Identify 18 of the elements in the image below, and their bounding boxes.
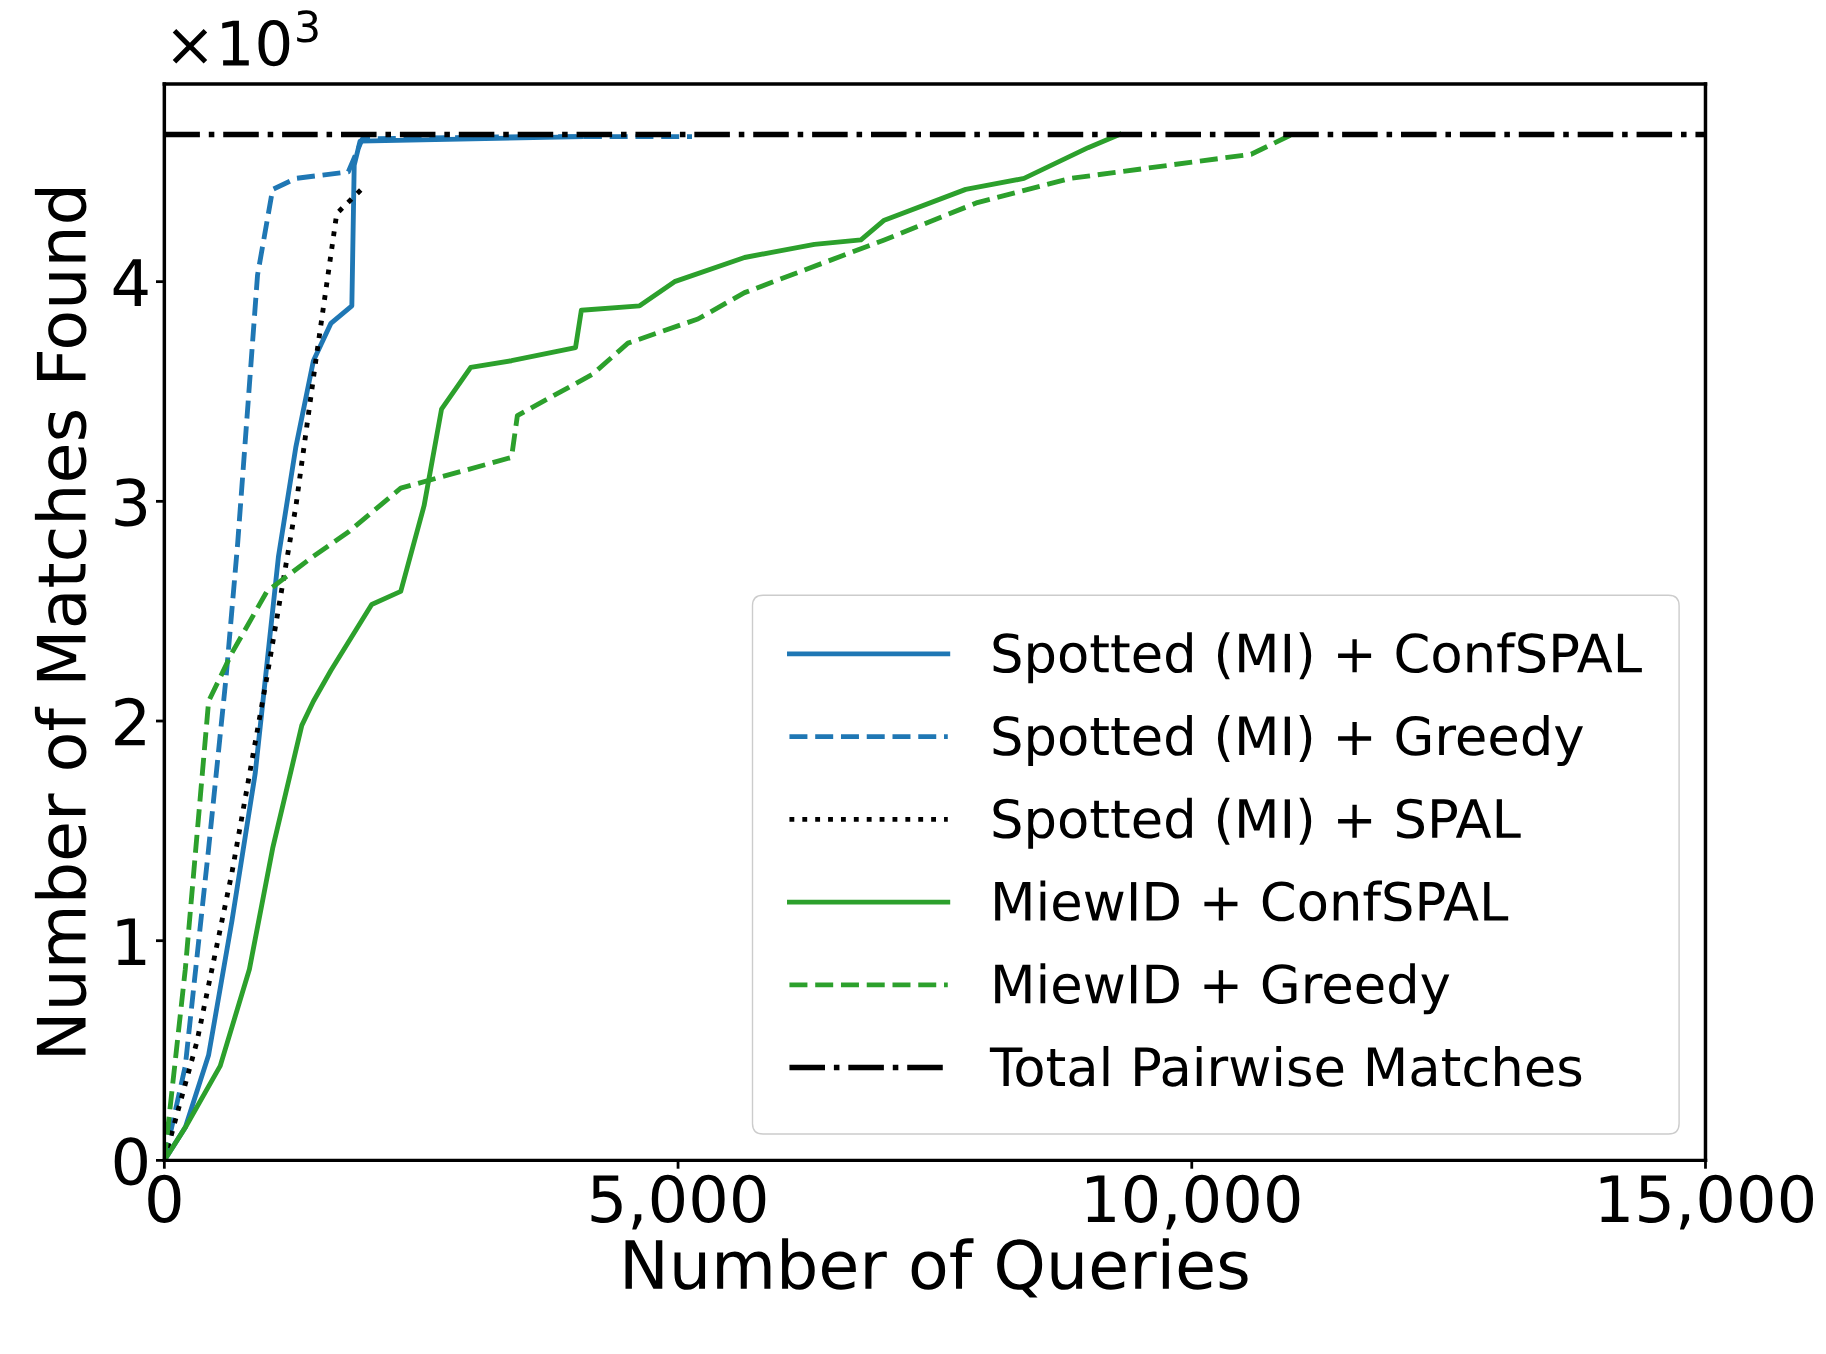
- y-tick-label: 0: [114, 1137, 147, 1186]
- y-tick-label: 2: [115, 697, 145, 746]
- legend-label: Spotted (MI) + SPAL: [993, 797, 1521, 849]
- x-tick-label: 15,000: [1600, 1174, 1814, 1230]
- y-tick-label: 1: [117, 918, 146, 965]
- legend-label: Spotted (MI) + ConfSPAL: [993, 632, 1642, 684]
- legend-label: Total Pairwise Matches: [989, 1045, 1582, 1087]
- legend-label: Spotted (MI) + Greedy: [993, 714, 1583, 767]
- x-tick-label: 10,000: [1087, 1174, 1300, 1230]
- text: ×10$^{3}$: [172, 10, 318, 67]
- x-tick-label: 5,000: [591, 1174, 766, 1230]
- legend-label: MiewID + Greedy: [995, 963, 1450, 1015]
- y-axis-title: Number of Matches Found: [34, 189, 87, 1055]
- y-tick-label: 4: [113, 259, 148, 306]
- legend-label: MiewID + ConfSPAL: [995, 880, 1509, 922]
- y-tick-label: 3: [115, 478, 147, 527]
- x-axis-title: Number of Queries: [625, 1238, 1248, 1298]
- x-tick-label: 0: [148, 1174, 181, 1224]
